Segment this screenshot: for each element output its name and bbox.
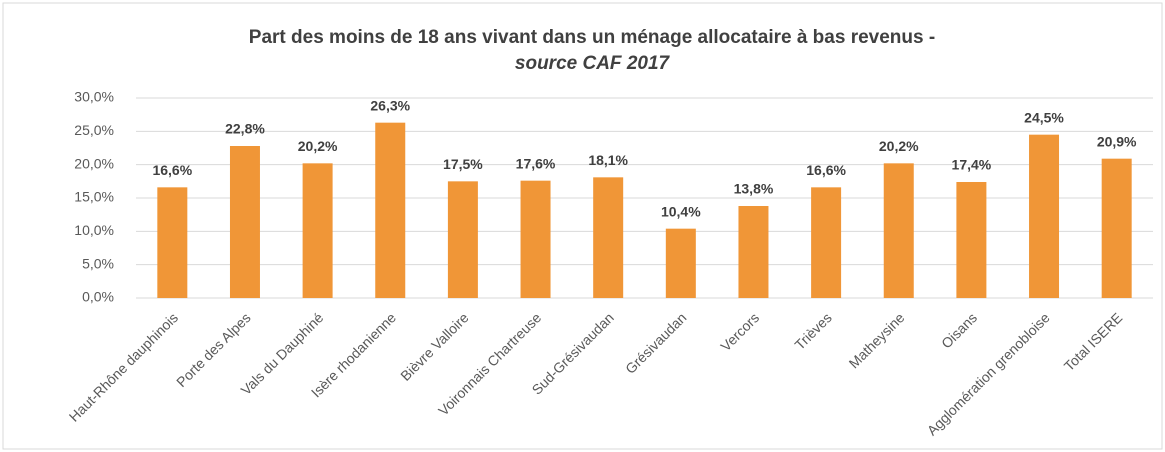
x-tick-label: Matheysine bbox=[846, 309, 908, 371]
x-tick-label: Agglomération grenobloise bbox=[924, 309, 1053, 438]
bar bbox=[738, 206, 769, 298]
bar bbox=[520, 180, 551, 298]
x-tick-label: Trièves bbox=[791, 309, 834, 352]
bar bbox=[229, 146, 260, 298]
value-label: 20,9% bbox=[1097, 133, 1137, 149]
value-label: 17,4% bbox=[952, 157, 992, 173]
y-tick-label: 5,0% bbox=[82, 255, 114, 271]
value-label: 16,6% bbox=[152, 162, 192, 178]
bar bbox=[956, 182, 987, 298]
x-tick-label: Total ISERE bbox=[1061, 309, 1126, 374]
bar bbox=[1029, 134, 1060, 298]
y-tick-label: 10,0% bbox=[74, 222, 114, 238]
x-tick-label: Haut-Rhône dauphinois bbox=[66, 309, 181, 424]
x-tick-label: Porte des Alpes bbox=[173, 309, 254, 390]
y-tick-label: 15,0% bbox=[74, 189, 114, 205]
value-label: 22,8% bbox=[225, 121, 265, 137]
y-tick-label: 25,0% bbox=[74, 122, 114, 138]
value-label: 26,3% bbox=[370, 97, 410, 113]
x-tick-label: Vercors bbox=[717, 309, 762, 354]
value-label: 20,2% bbox=[298, 138, 338, 154]
bar bbox=[302, 163, 333, 298]
bar bbox=[665, 228, 696, 298]
value-label: 20,2% bbox=[879, 138, 919, 154]
value-label: 24,5% bbox=[1024, 109, 1064, 125]
y-tick-label: 0,0% bbox=[82, 289, 114, 305]
x-tick-label: Grésivaudan bbox=[622, 309, 689, 376]
chart-title: Part des moins de 18 ans vivant dans un … bbox=[249, 27, 935, 48]
x-tick-label: Oisans bbox=[938, 309, 980, 351]
value-label: 17,5% bbox=[443, 156, 483, 172]
value-label: 18,1% bbox=[588, 152, 628, 168]
bar bbox=[883, 163, 914, 298]
x-tick-label: Bièvre Valloire bbox=[397, 309, 472, 384]
bar bbox=[593, 177, 624, 298]
bar bbox=[811, 187, 842, 298]
y-tick-label: 20,0% bbox=[74, 155, 114, 171]
y-tick-label: 30,0% bbox=[74, 89, 114, 105]
bar bbox=[447, 181, 478, 298]
bar bbox=[1101, 158, 1132, 298]
bar bbox=[157, 187, 188, 298]
value-label: 10,4% bbox=[661, 203, 701, 219]
value-label: 17,6% bbox=[516, 155, 556, 171]
value-label: 13,8% bbox=[734, 181, 774, 197]
bar bbox=[375, 122, 406, 299]
chart-subtitle: source CAF 2017 bbox=[515, 53, 671, 74]
value-label: 16,6% bbox=[806, 162, 846, 178]
